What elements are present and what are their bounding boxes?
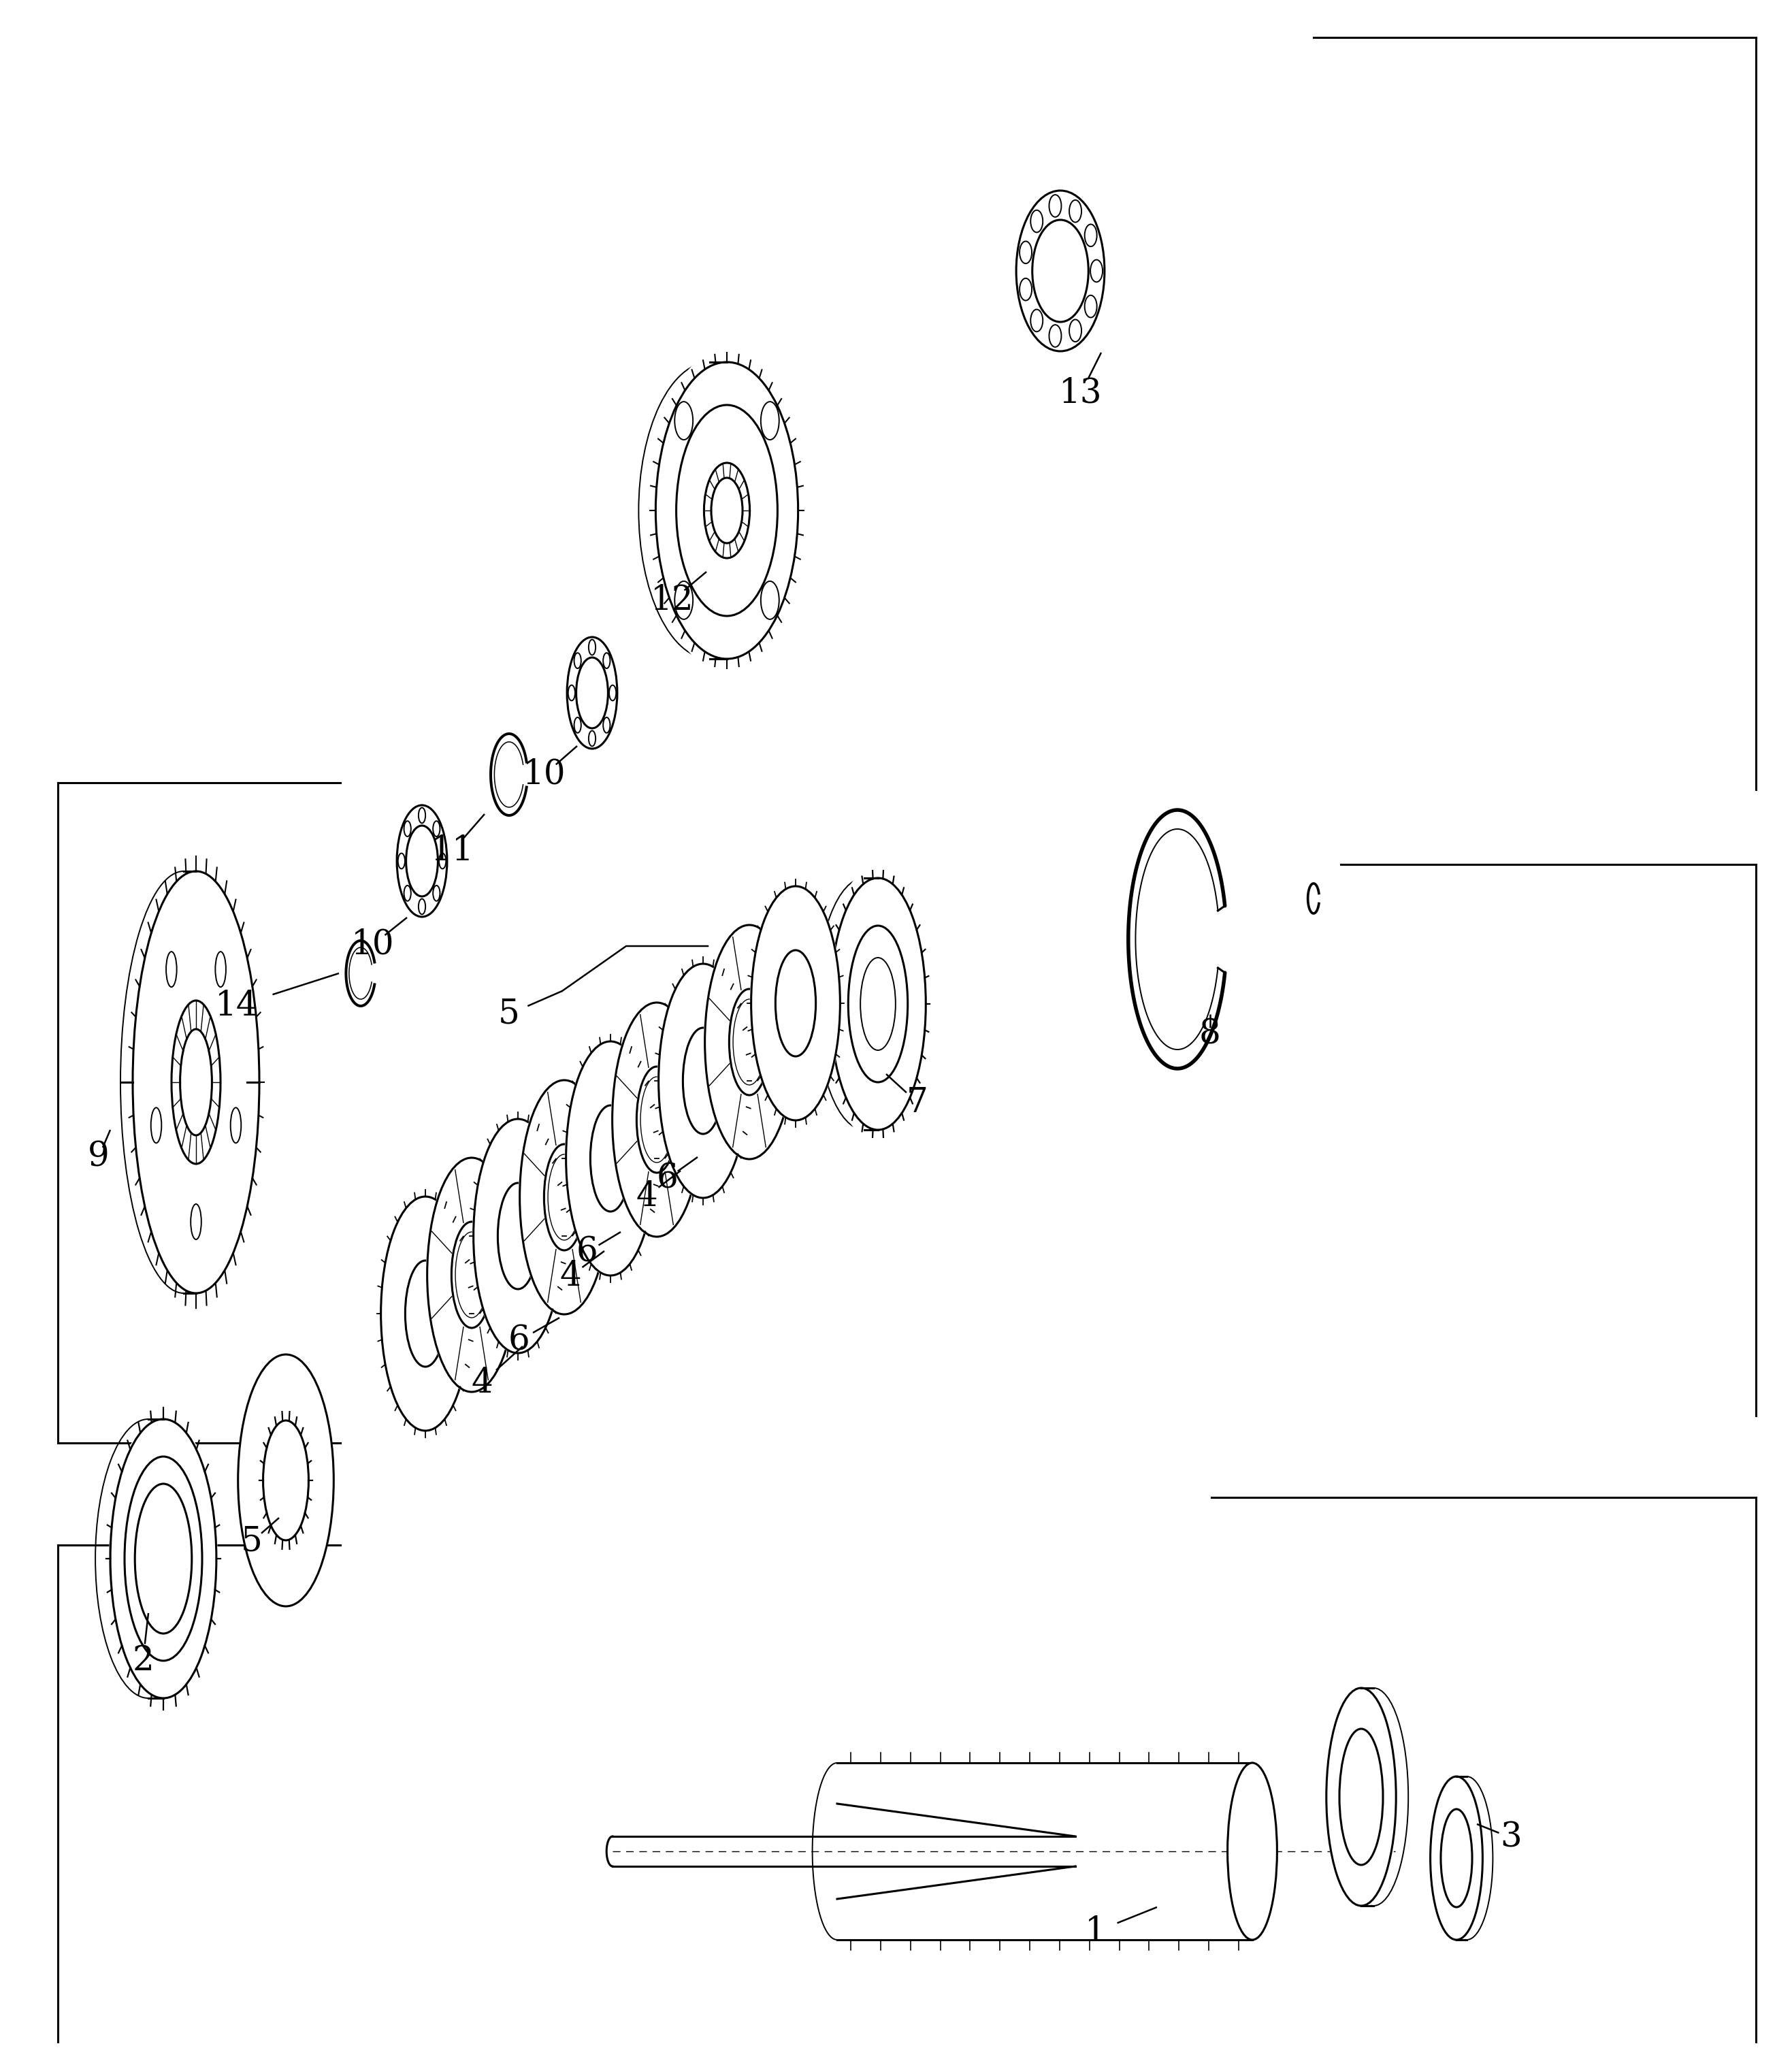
Text: 4: 4 — [636, 1180, 658, 1213]
Ellipse shape — [649, 349, 805, 673]
Ellipse shape — [238, 1355, 333, 1607]
Text: 7: 7 — [907, 1085, 928, 1120]
Ellipse shape — [611, 1001, 702, 1238]
Ellipse shape — [426, 1157, 518, 1393]
Ellipse shape — [109, 1415, 217, 1702]
Text: 11: 11 — [430, 833, 475, 869]
Ellipse shape — [704, 924, 796, 1161]
Text: 9: 9 — [88, 1141, 109, 1174]
Ellipse shape — [1014, 190, 1106, 353]
Ellipse shape — [518, 1079, 609, 1316]
Text: 2: 2 — [133, 1644, 154, 1677]
Text: 4: 4 — [559, 1258, 581, 1294]
Text: 4: 4 — [471, 1366, 493, 1401]
Ellipse shape — [170, 998, 222, 1166]
Ellipse shape — [380, 1194, 471, 1432]
Text: 5: 5 — [240, 1525, 263, 1558]
Text: 8: 8 — [1199, 1017, 1220, 1052]
Ellipse shape — [749, 885, 842, 1122]
Ellipse shape — [564, 1040, 656, 1277]
Ellipse shape — [658, 963, 749, 1199]
Ellipse shape — [566, 635, 618, 751]
Ellipse shape — [1228, 1764, 1278, 1939]
Text: 10: 10 — [351, 928, 394, 961]
Text: 12: 12 — [650, 584, 694, 617]
Text: 1: 1 — [1084, 1914, 1107, 1947]
Ellipse shape — [1326, 1685, 1398, 1908]
Text: 6: 6 — [656, 1161, 677, 1197]
Text: 5: 5 — [498, 996, 520, 1032]
Text: 3: 3 — [1500, 1822, 1521, 1855]
Text: 10: 10 — [523, 757, 566, 792]
Text: 14: 14 — [215, 988, 258, 1023]
Ellipse shape — [131, 871, 260, 1296]
Ellipse shape — [824, 864, 932, 1143]
Text: 6: 6 — [507, 1324, 529, 1357]
Ellipse shape — [396, 805, 448, 918]
Text: 13: 13 — [1059, 378, 1102, 411]
Text: 6: 6 — [575, 1236, 597, 1269]
Ellipse shape — [1430, 1772, 1484, 1943]
Ellipse shape — [471, 1118, 564, 1355]
